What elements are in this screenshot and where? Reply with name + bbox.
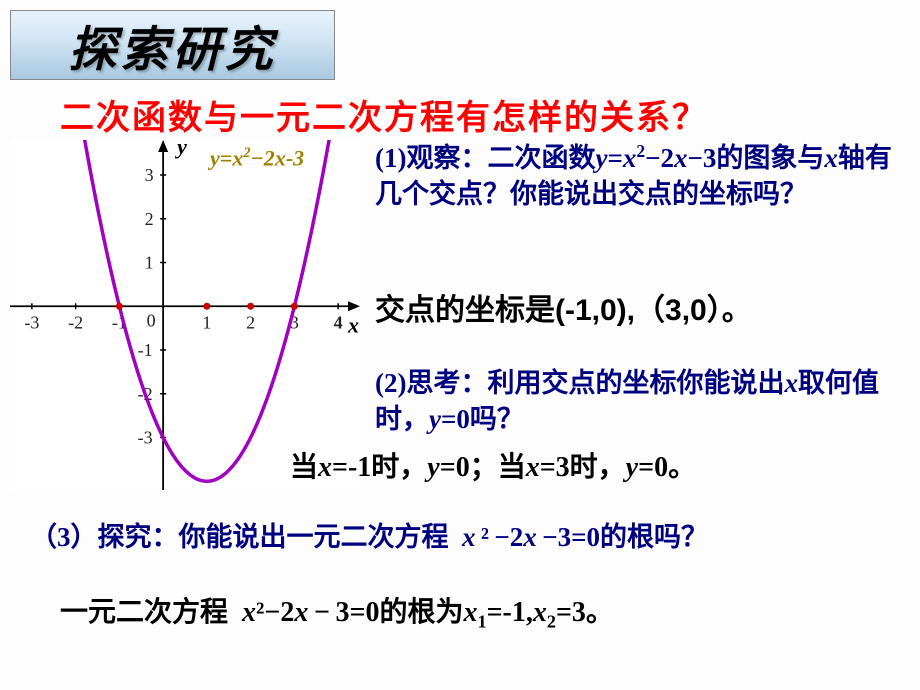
- header-title: 探索研究: [68, 10, 276, 80]
- answer-3: 一元二次方程 x²−2x − 3=0的根为x1=-1,x2=3。: [60, 590, 910, 633]
- svg-text:1: 1: [145, 253, 154, 273]
- function-label: y=x2−2x-3: [210, 145, 304, 171]
- svg-text:-3: -3: [138, 428, 153, 448]
- svg-text:-3: -3: [24, 312, 39, 332]
- svg-text:x: x: [347, 312, 359, 337]
- svg-text:1: 1: [202, 312, 211, 332]
- svg-text:-2: -2: [68, 312, 83, 332]
- main-title: 二次函数与一元二次方程有怎样的关系？: [60, 90, 708, 139]
- chart-svg: -3-2-11234-3-2-11230xy: [10, 140, 360, 490]
- svg-text:2: 2: [145, 209, 154, 229]
- answer-2: 当x=-1时，y=0；当x=3时，y=0。: [290, 445, 910, 485]
- svg-text:2: 2: [246, 312, 255, 332]
- parabola-chart: -3-2-11234-3-2-11230xy: [10, 140, 360, 490]
- question-1: (1)观察：二次函数y=x2−2x−3的图象与x轴有几个交点？你能说出交点的坐标…: [375, 140, 910, 213]
- svg-text:4: 4: [334, 312, 343, 332]
- answer-1: 交点的坐标是(-1,0),（3,0）。: [375, 285, 920, 329]
- question-3: （3）探究：你能说出一元二次方程 x ² −2x −3=0的根吗？: [30, 515, 900, 554]
- question-2: (2)思考：利用交点的坐标你能说出x取何值时，y=0吗？: [375, 365, 905, 438]
- svg-text:-1: -1: [138, 340, 153, 360]
- header-box: 探索研究: [10, 10, 335, 80]
- svg-text:3: 3: [145, 165, 154, 185]
- svg-text:0: 0: [147, 310, 156, 330]
- svg-text:y: y: [174, 140, 187, 159]
